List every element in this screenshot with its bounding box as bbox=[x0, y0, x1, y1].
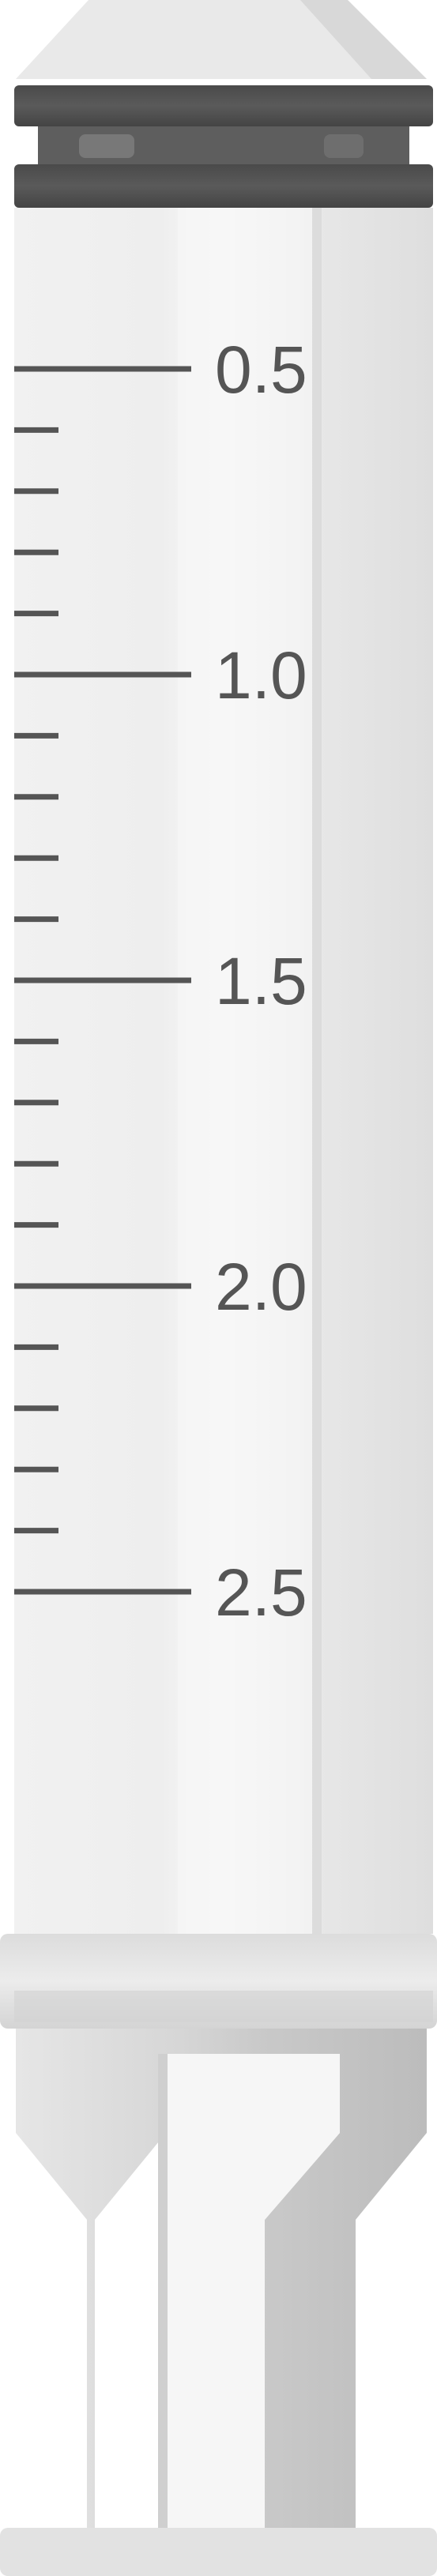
scale-label: 1.0 bbox=[215, 638, 307, 713]
plunger-rod bbox=[16, 2029, 427, 2528]
barrel-edge-shadow bbox=[312, 208, 322, 1934]
graduation-scale: 0.5 1.0 1.5 2.0 2.5 bbox=[14, 333, 307, 1630]
scale-label: 0.5 bbox=[215, 333, 307, 407]
flange-shade bbox=[14, 1991, 433, 2022]
rubber-seal-top bbox=[14, 85, 433, 126]
plunger-rod-center bbox=[166, 2054, 340, 2528]
rubber-seal-bottom bbox=[14, 164, 433, 208]
rubber-seal-highlight-left bbox=[79, 134, 134, 158]
syringe-tip-shade bbox=[300, 0, 427, 79]
plunger-thumb-press bbox=[0, 2528, 437, 2576]
scale-label: 2.0 bbox=[215, 1250, 307, 1324]
scale-label: 2.5 bbox=[215, 1555, 307, 1630]
plunger-rod-groove bbox=[158, 2054, 168, 2528]
barrel-shine bbox=[178, 208, 312, 1934]
rubber-seal-highlight-right bbox=[324, 134, 364, 158]
scale-label: 1.5 bbox=[215, 944, 307, 1018]
